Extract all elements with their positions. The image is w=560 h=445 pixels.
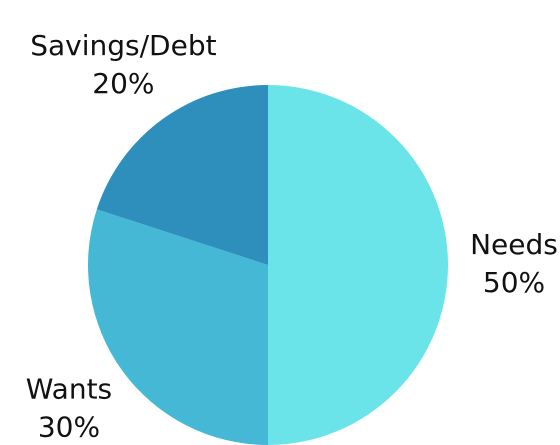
value-label: 50% bbox=[483, 266, 545, 299]
slice-label: Wants bbox=[26, 373, 112, 406]
value-label: 20% bbox=[92, 67, 154, 100]
slice-label: Savings/Debt bbox=[30, 29, 216, 62]
pie-slice bbox=[88, 209, 268, 445]
slice-label: Needs bbox=[470, 228, 558, 261]
value-label: 30% bbox=[38, 411, 100, 444]
pie-slice bbox=[268, 85, 448, 445]
pie-slice bbox=[96, 85, 268, 265]
